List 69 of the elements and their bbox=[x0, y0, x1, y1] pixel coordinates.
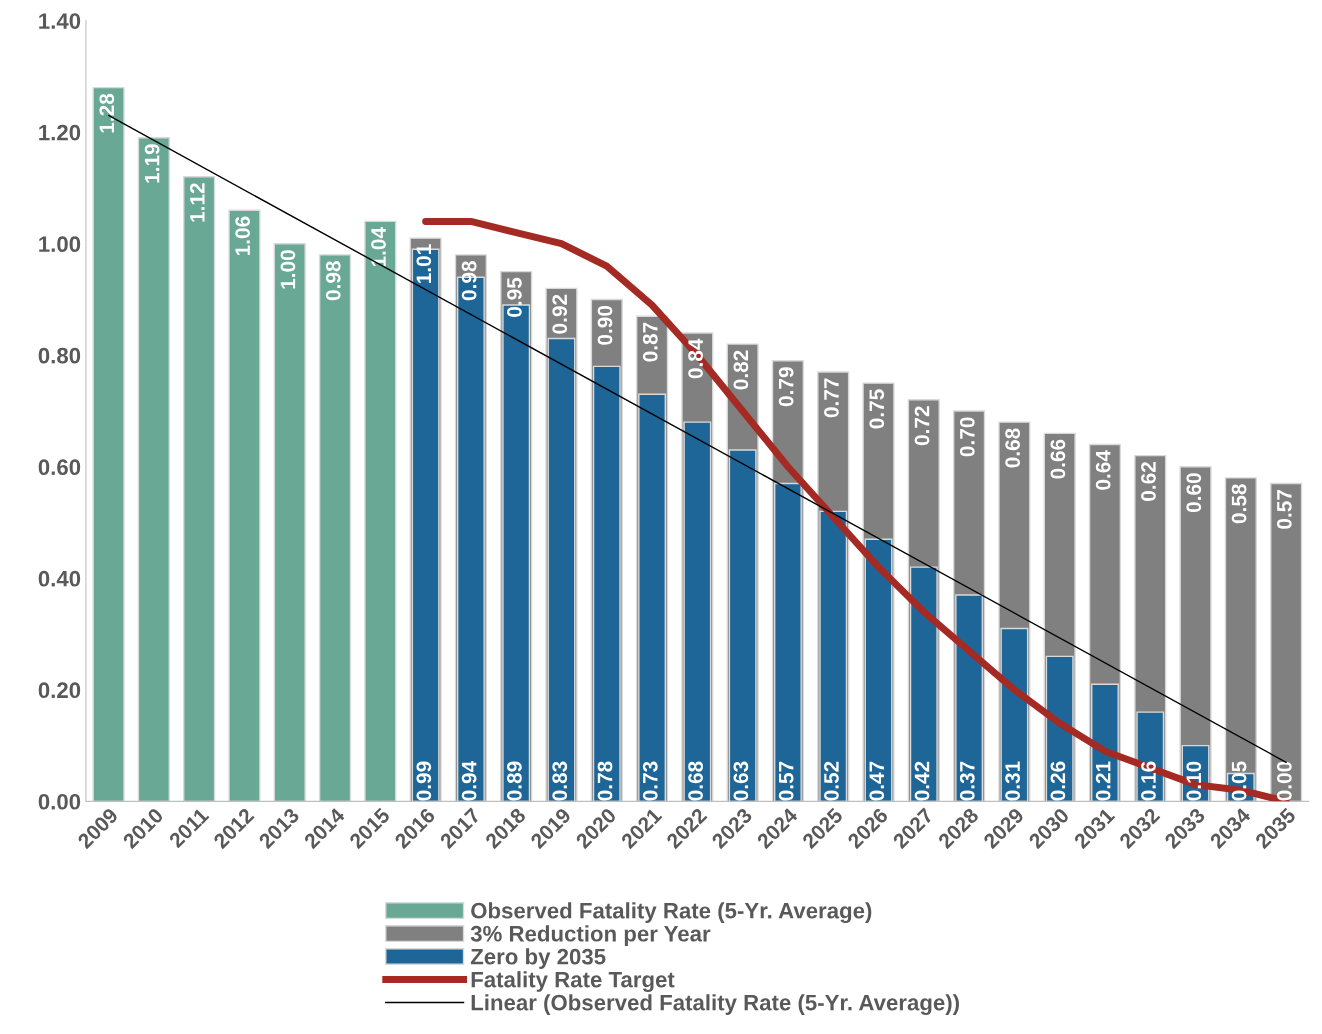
data-label: 0.05 bbox=[1231, 761, 1247, 801]
bar bbox=[364, 220, 397, 802]
data-label: 0.47 bbox=[869, 761, 885, 801]
data-label: 0.83 bbox=[552, 761, 568, 801]
data-label: 0.42 bbox=[914, 761, 930, 801]
data-label: 1.19 bbox=[144, 144, 160, 183]
legend-label: Zero by 2035 bbox=[470, 948, 606, 969]
data-label: 0.52 bbox=[824, 761, 839, 801]
bar bbox=[228, 209, 261, 802]
data-label: 0.99 bbox=[416, 761, 432, 801]
data-label: 0.16 bbox=[1141, 761, 1156, 801]
data-label: 0.00 bbox=[1276, 761, 1292, 801]
data-label: 0.68 bbox=[1005, 428, 1020, 468]
data-label: 0.72 bbox=[914, 406, 930, 446]
y-tick-label: 0.80 bbox=[38, 347, 81, 364]
data-label: 0.78 bbox=[597, 761, 613, 801]
data-label: 1.00 bbox=[280, 250, 296, 289]
data-label: 0.26 bbox=[1050, 761, 1066, 801]
data-label: 0.10 bbox=[1186, 761, 1202, 801]
data-label: 0.90 bbox=[597, 305, 613, 345]
data-label: 1.12 bbox=[190, 183, 205, 222]
bar bbox=[273, 243, 306, 802]
data-label: 0.98 bbox=[325, 261, 341, 301]
y-tick-label: 0.40 bbox=[38, 570, 81, 587]
legend-label: Fatality Rate Target bbox=[471, 971, 675, 992]
data-label: 0.77 bbox=[824, 378, 839, 418]
bar bbox=[137, 137, 170, 802]
data-label: 0.95 bbox=[507, 277, 522, 317]
data-label: 1.01 bbox=[416, 244, 432, 283]
y-tick-label: 1.00 bbox=[39, 236, 81, 252]
bar bbox=[92, 86, 125, 802]
legend-label: 3% Reduction per Year bbox=[470, 925, 711, 946]
data-label: 0.89 bbox=[507, 761, 522, 801]
bar bbox=[183, 176, 216, 802]
bar bbox=[1224, 477, 1257, 802]
data-label: 1.28 bbox=[99, 93, 115, 133]
data-label: 0.57 bbox=[1276, 489, 1292, 529]
data-label: 0.66 bbox=[1050, 439, 1066, 479]
legend-label: Linear (Observed Fatality Rate (5-Yr. Average)) bbox=[471, 994, 959, 1015]
data-label: 0.75 bbox=[869, 389, 885, 429]
data-label: 0.92 bbox=[552, 294, 568, 334]
data-label: 1.04 bbox=[371, 227, 386, 267]
y-tick-label: 0.00 bbox=[38, 793, 81, 810]
data-label: 0.79 bbox=[778, 367, 794, 407]
data-label: 1.06 bbox=[235, 216, 251, 256]
data-label: 0.94 bbox=[461, 760, 477, 801]
data-label: 0.62 bbox=[1141, 462, 1156, 501]
data-label: 0.87 bbox=[642, 322, 658, 362]
data-label: 0.58 bbox=[1231, 484, 1247, 524]
legend-label: Observed Fatality Rate (5-Yr. Average) bbox=[471, 902, 872, 924]
y-tick-label: 0.60 bbox=[38, 459, 81, 476]
bar bbox=[1270, 482, 1303, 802]
data-label: 0.37 bbox=[959, 761, 975, 801]
data-label: 0.31 bbox=[1005, 761, 1021, 801]
data-label: 0.57 bbox=[778, 761, 794, 801]
data-label: 0.70 bbox=[959, 417, 975, 457]
data-label: 0.63 bbox=[733, 761, 749, 801]
data-label: 0.21 bbox=[1095, 761, 1111, 801]
data-label: 0.60 bbox=[1186, 473, 1202, 513]
y-tick-label: 1.40 bbox=[39, 13, 81, 29]
bar bbox=[318, 254, 352, 802]
y-tick-label: 1.20 bbox=[39, 124, 81, 141]
data-label: 0.68 bbox=[688, 761, 703, 801]
data-label: 0.84 bbox=[688, 338, 703, 379]
data-label: 0.64 bbox=[1095, 450, 1111, 490]
data-label: 0.98 bbox=[461, 261, 477, 301]
data-label: 0.73 bbox=[642, 761, 658, 801]
y-tick-label: 0.20 bbox=[38, 682, 81, 699]
data-label: 0.82 bbox=[733, 350, 749, 390]
